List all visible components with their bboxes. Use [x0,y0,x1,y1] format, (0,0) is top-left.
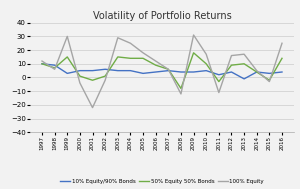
100% Equity [129,42,132,44]
100% Equity [40,60,44,62]
50% Equity 50% Bonds [116,56,120,58]
10% Equity/90% Bonds [129,70,132,72]
10% Equity/90% Bonds [217,74,220,76]
50% Equity 50% Bonds [78,75,82,77]
10% Equity/90% Bonds [179,71,183,73]
100% Equity [103,79,107,81]
10% Equity/90% Bonds [103,68,107,70]
50% Equity 50% Bonds [154,64,158,66]
50% Equity 50% Bonds [268,79,271,81]
100% Equity [141,52,145,54]
10% Equity/90% Bonds [40,63,44,65]
100% Equity [167,68,170,70]
50% Equity 50% Bonds [242,63,246,65]
50% Equity 50% Bonds [204,63,208,65]
50% Equity 50% Bonds [217,81,220,83]
100% Equity [78,82,82,84]
Legend: 10% Equity/90% Bonds, 50% Equity 50% Bonds, 100% Equity: 10% Equity/90% Bonds, 50% Equity 50% Bon… [58,177,266,186]
10% Equity/90% Bonds [192,71,195,73]
100% Equity [217,91,220,94]
10% Equity/90% Bonds [78,70,82,72]
Title: Volatility of Portfolio Returns: Volatility of Portfolio Returns [93,11,231,21]
50% Equity 50% Bonds [255,71,259,73]
50% Equity 50% Bonds [65,56,69,58]
10% Equity/90% Bonds [53,64,56,66]
50% Equity 50% Bonds [40,63,44,65]
100% Equity [179,93,183,95]
100% Equity [204,53,208,55]
100% Equity [268,81,271,83]
50% Equity 50% Bonds [280,57,284,59]
10% Equity/90% Bonds [116,70,120,72]
100% Equity [91,107,94,109]
10% Equity/90% Bonds [242,78,246,80]
10% Equity/90% Bonds [91,70,94,72]
100% Equity [192,34,195,36]
50% Equity 50% Bonds [167,68,170,70]
50% Equity 50% Bonds [192,52,195,54]
10% Equity/90% Bonds [65,72,69,74]
50% Equity 50% Bonds [91,79,94,81]
10% Equity/90% Bonds [154,71,158,73]
10% Equity/90% Bonds [280,71,284,73]
50% Equity 50% Bonds [179,87,183,90]
100% Equity [280,42,284,44]
100% Equity [65,35,69,37]
10% Equity/90% Bonds [268,72,271,74]
100% Equity [53,68,56,70]
10% Equity/90% Bonds [167,70,170,72]
50% Equity 50% Bonds [230,64,233,66]
50% Equity 50% Bonds [129,57,132,59]
Line: 50% Equity 50% Bonds: 50% Equity 50% Bonds [42,53,282,88]
50% Equity 50% Bonds [103,75,107,77]
100% Equity [116,37,120,39]
50% Equity 50% Bonds [53,67,56,69]
10% Equity/90% Bonds [141,72,145,74]
10% Equity/90% Bonds [204,70,208,72]
Line: 100% Equity: 100% Equity [42,35,282,108]
50% Equity 50% Bonds [141,57,145,59]
100% Equity [230,54,233,57]
10% Equity/90% Bonds [230,71,233,73]
100% Equity [242,53,246,55]
100% Equity [255,70,259,72]
10% Equity/90% Bonds [255,71,259,73]
100% Equity [154,60,158,62]
Line: 10% Equity/90% Bonds: 10% Equity/90% Bonds [42,64,282,79]
